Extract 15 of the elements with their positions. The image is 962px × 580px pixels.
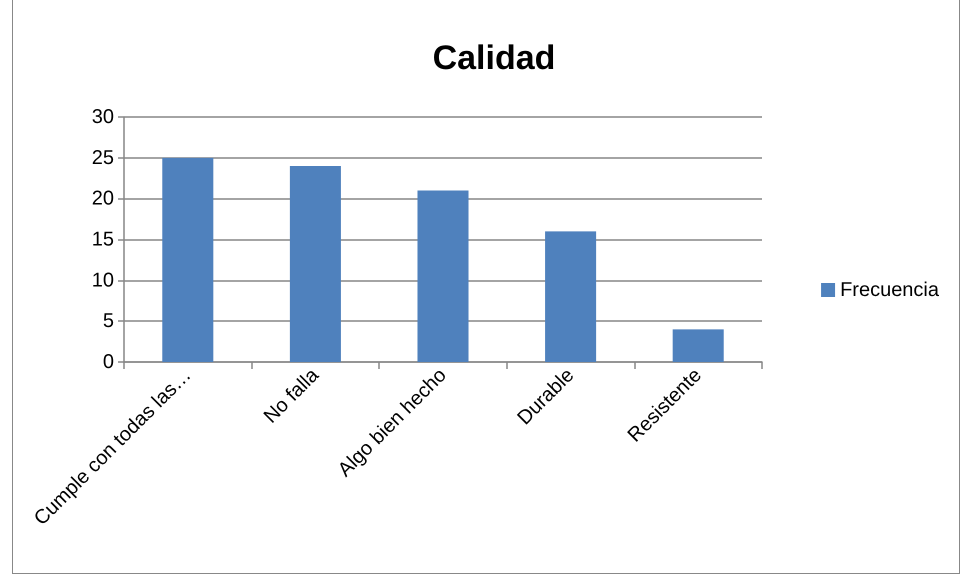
y-tick-label: 10 <box>92 269 114 292</box>
bar <box>162 158 214 362</box>
y-tick-label: 30 <box>92 106 114 128</box>
y-tick-label: 15 <box>92 228 114 250</box>
y-tick-label: 0 <box>102 351 114 373</box>
legend-label: Frecuencia <box>840 279 940 301</box>
y-tick-label: 5 <box>102 310 114 332</box>
chart-title: Calidad <box>432 39 556 77</box>
bar <box>545 231 596 362</box>
bar <box>290 166 341 362</box>
bar <box>417 190 469 362</box>
y-tick-label: 25 <box>92 146 114 169</box>
bar <box>672 329 724 362</box>
y-tick-label: 20 <box>92 188 114 210</box>
x-tick-label: No falla <box>260 364 324 428</box>
